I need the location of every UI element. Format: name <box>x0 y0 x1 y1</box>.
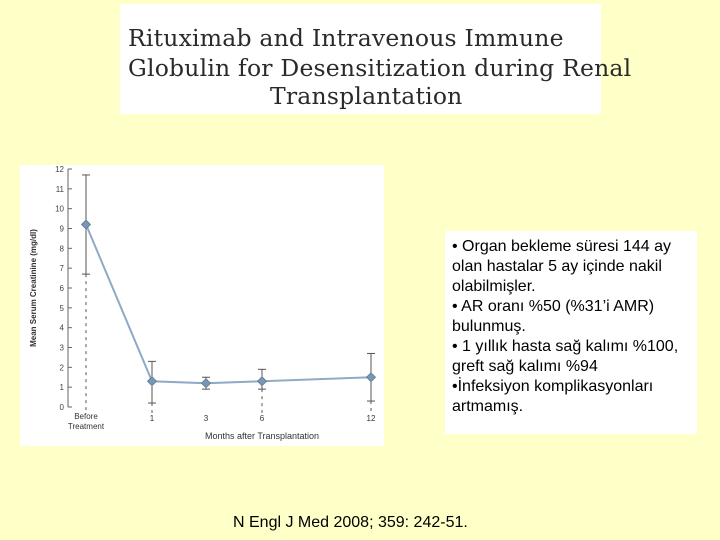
y-tick-label: 6 <box>60 284 65 293</box>
findings-text: • Organ bekleme süresi 144 ay olan hasta… <box>452 237 696 417</box>
y-tick-label: 10 <box>55 205 64 214</box>
y-tick-label: 2 <box>60 363 65 372</box>
bullet-4: •İnfeksiyon komplikasyonları artmamış. <box>452 378 654 415</box>
x-tick-label: 1 <box>150 414 155 423</box>
title-line-2: Globulin for Desensitization during Rena… <box>128 54 632 82</box>
y-tick-label: 0 <box>60 403 65 412</box>
chart-panel: 0 1 2 3 4 5 6 7 8 9 10 11 12 Mean Serum Creatinine (m… <box>20 165 384 446</box>
y-tick-label: 5 <box>60 304 65 313</box>
title-box: Rituximab and Intravenous Immune Globuli… <box>120 4 631 114</box>
x-tick-label: Before <box>74 412 98 421</box>
y-tick-label: 9 <box>60 225 65 234</box>
y-axis-label: Mean Serum Creatinine (mg/dl) <box>29 229 38 347</box>
data-point <box>80 219 92 230</box>
data-point <box>146 376 158 387</box>
y-tick-label: 3 <box>60 344 65 353</box>
citation: N Engl J Med 2008; 359: 242-51. <box>233 514 468 531</box>
x-tick-label: 12 <box>367 414 376 423</box>
data-point <box>365 372 377 383</box>
x-axis-label: Months after Transplantation <box>205 431 319 441</box>
y-tick-label: 12 <box>55 165 64 174</box>
bullet-2: • AR oranı %50 (%31’i AMR) bulunmuş. <box>452 298 655 335</box>
x-tick-label: 3 <box>204 414 209 423</box>
y-tick-label: 8 <box>60 244 65 253</box>
x-tick-label: 6 <box>260 414 265 423</box>
x-tick-label: Treatment <box>68 422 105 431</box>
findings-box: • Organ bekleme süresi 144 ay olan hasta… <box>445 231 697 434</box>
data-point <box>256 376 268 387</box>
y-tick-label: 7 <box>60 264 65 273</box>
y-tick-label: 4 <box>60 324 65 333</box>
bullet-3: • 1 yıllık hasta sağ kalımı %100, greft … <box>452 338 679 375</box>
y-tick-label: 1 <box>60 383 65 392</box>
y-tick-label: 11 <box>56 185 65 194</box>
data-point <box>200 378 212 389</box>
series-line <box>85 224 372 385</box>
title-line-3: Transplantation <box>270 82 463 110</box>
bullet-1: • Organ bekleme süresi 144 ay olan hasta… <box>452 238 672 295</box>
title-line-1: Rituximab and Intravenous Immune <box>128 24 564 52</box>
